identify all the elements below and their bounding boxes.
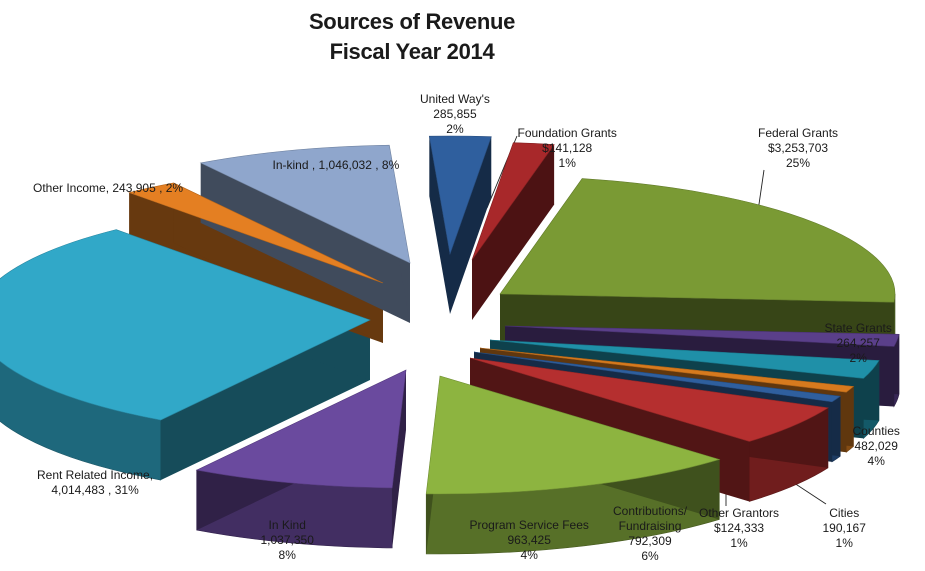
label-line: 1,037,350: [260, 533, 314, 547]
slice-in_kind_purple: [195, 369, 407, 489]
label-line: Contributions/: [613, 504, 688, 518]
label-line: 4,014,483 , 31%: [51, 483, 139, 497]
label-line: State Grants: [824, 321, 892, 335]
label-line: Cities: [829, 506, 860, 520]
label-counties: Counties 482,029 4%: [853, 424, 900, 469]
slice-federal: [499, 178, 896, 303]
slice-counties: [489, 339, 880, 379]
label-line: $3,253,703: [767, 141, 829, 155]
slice-other_grantors: [473, 351, 842, 403]
label-line: Rent Related Income,: [37, 468, 154, 482]
label-line: 1%: [558, 156, 576, 170]
slice-united_way: [428, 135, 492, 256]
label-line: 963,425: [507, 533, 551, 547]
label-line: In-kind , 1,046,032 , 8%: [272, 158, 400, 172]
label-federal: Federal Grants $3,253,703 25%: [758, 126, 838, 171]
label-line: $141,128: [542, 141, 593, 155]
label-line: Program Service Fees: [469, 518, 589, 532]
label-other_income: Other Income, 243,905 , 2%: [33, 181, 183, 196]
label-line: 285,855: [433, 107, 477, 121]
slice-wall-united_way-0: [429, 136, 450, 314]
label-program_fees: Program Service Fees 963,425 4%: [470, 518, 589, 563]
label-line: 1%: [730, 536, 748, 550]
chart-title: Sources of Revenue: [308, 9, 516, 34]
label-line: Other Grantors: [699, 506, 780, 520]
label-line: United Way's: [420, 92, 490, 106]
label-line: 4%: [867, 454, 885, 468]
slice-cities: [479, 347, 855, 393]
slice-contributions: [469, 357, 829, 442]
label-line: 25%: [786, 156, 811, 170]
chart-subtitle: Fiscal Year 2014: [329, 39, 495, 64]
slice-tops: [0, 135, 900, 495]
label-line: 264,257: [836, 336, 880, 350]
label-line: 8%: [278, 548, 296, 562]
label-line: 482,029: [854, 439, 898, 453]
label-line: Fundraising: [618, 519, 682, 533]
label-line: $124,333: [713, 521, 765, 535]
label-line: Foundation Grants: [517, 126, 617, 140]
label-line: 190,167: [822, 521, 866, 535]
label-foundation: Foundation Grants $141,128 1%: [518, 126, 617, 171]
label-line: 4%: [520, 548, 538, 562]
label-contributions: Contributions/Fundraising 792,309 6%: [613, 504, 687, 564]
label-in_kind_blue: In-kind , 1,046,032 , 8%: [273, 158, 400, 173]
label-line: 2%: [849, 351, 867, 365]
slice-in_kind_blue: [199, 144, 411, 264]
slice-state: [504, 325, 900, 347]
label-line: 2%: [446, 122, 464, 136]
label-line: 6%: [641, 549, 659, 563]
label-cities: Cities 190,167 1%: [823, 506, 866, 551]
label-line: 1%: [835, 536, 853, 550]
slice-program_fees: [425, 375, 721, 495]
slice-wall-united_way-1: [450, 136, 492, 314]
label-rent: Rent Related Income, 4,014,483 , 31%: [37, 468, 153, 498]
label-united_way: United Way's 285,855 2%: [420, 92, 490, 137]
label-in_kind_purple: In Kind 1,037,350 8%: [261, 518, 314, 563]
label-line: Counties: [852, 424, 900, 438]
label-line: In Kind: [268, 518, 306, 532]
slice-rent: [0, 229, 371, 421]
label-state: State Grants 264,257 2%: [825, 321, 892, 366]
label-line: 792,309: [628, 534, 672, 548]
slice-foundation: [471, 142, 555, 261]
slice-wall-in_kind_blue-0: [200, 162, 410, 323]
slice-other_income: [128, 182, 384, 284]
label-line: Other Income, 243,905 , 2%: [33, 181, 184, 195]
label-other_grantors: Other Grantors $124,333 1%: [699, 506, 779, 551]
label-line: Federal Grants: [758, 126, 839, 140]
slice-wall-foundation-1: [472, 144, 555, 320]
